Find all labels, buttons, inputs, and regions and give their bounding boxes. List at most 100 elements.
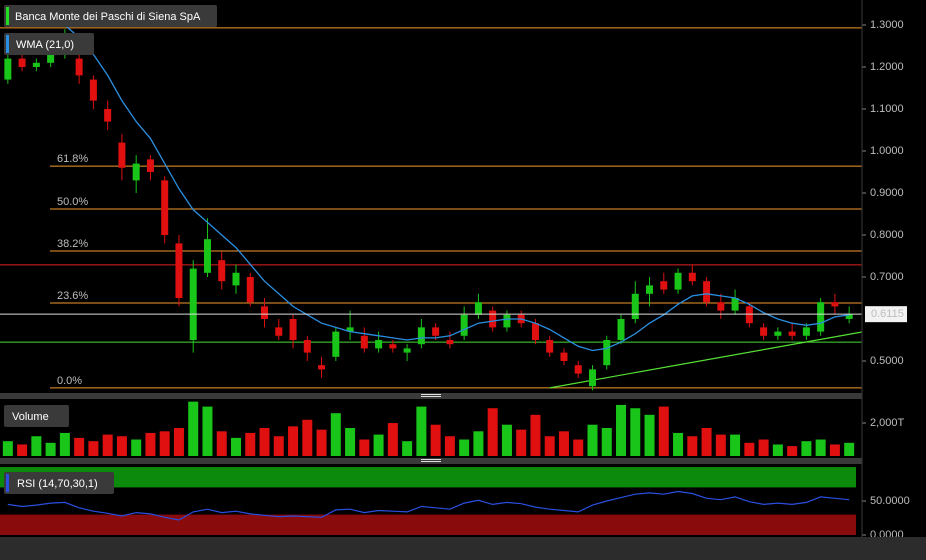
- volume-bar: [801, 441, 812, 456]
- y-tick-label: 1.3000: [870, 19, 904, 31]
- candle-body: [574, 365, 582, 374]
- fib-label: 61.8%: [57, 153, 88, 165]
- legend-label: WMA (21,0): [16, 39, 74, 51]
- candle-body: [318, 365, 326, 370]
- volume-bar: [473, 431, 484, 456]
- color-bar: [6, 35, 9, 53]
- candle-body: [717, 302, 725, 311]
- candle-body: [474, 302, 482, 315]
- y-tick-label: 0.7000: [870, 271, 904, 283]
- candle-body: [446, 339, 454, 345]
- fib-label: 50.0%: [57, 196, 88, 208]
- candle-body: [660, 281, 668, 290]
- box: [4, 472, 114, 494]
- x-axis-bar: [0, 537, 926, 560]
- volume-bar: [544, 436, 555, 456]
- candle-body: [104, 108, 112, 122]
- candle-body: [503, 314, 511, 328]
- volume-bar: [573, 439, 584, 456]
- volume-bar: [715, 434, 726, 456]
- volume-legend[interactable]: Volume: [4, 405, 69, 427]
- volume-bar: [658, 406, 669, 456]
- candle-body: [18, 58, 26, 67]
- candle-body: [189, 268, 197, 340]
- candle-body: [688, 272, 696, 282]
- candle-body: [432, 327, 440, 336]
- volume-bar: [316, 429, 327, 456]
- resize-grip[interactable]: [421, 394, 441, 395]
- last-price-label: 0.6115: [871, 308, 904, 320]
- candle-body: [489, 310, 497, 328]
- volume-bar: [173, 428, 184, 456]
- y-tick-label: 1.0000: [870, 145, 904, 157]
- candle-body: [375, 339, 383, 349]
- volume-bar: [730, 434, 741, 456]
- volume-bar: [216, 431, 227, 456]
- candle-body: [146, 159, 154, 172]
- candle-body: [460, 314, 468, 336]
- candle-body: [289, 318, 297, 340]
- title-box[interactable]: Banca Monte dei Paschi di Siena SpA: [4, 5, 217, 27]
- candle-body: [346, 327, 354, 332]
- volume-bar: [302, 419, 313, 456]
- volume-bar: [630, 408, 641, 456]
- resize-grip[interactable]: [421, 461, 441, 462]
- volume-bar: [459, 439, 470, 456]
- volume-bar: [758, 439, 769, 456]
- fib-label: 23.6%: [57, 290, 88, 302]
- candle-body: [303, 339, 311, 353]
- volume-bar: [387, 423, 398, 456]
- candle-body: [403, 348, 411, 353]
- candle-body: [560, 352, 568, 361]
- resize-grip[interactable]: [421, 396, 441, 397]
- volume-bar: [644, 414, 655, 456]
- y-tick-label: 1.1000: [870, 103, 904, 115]
- volume-bar: [701, 428, 712, 456]
- volume-bar: [587, 424, 598, 456]
- box: [4, 33, 94, 55]
- candle-body: [118, 142, 126, 168]
- volume-bar: [402, 441, 413, 456]
- wma-legend[interactable]: WMA (21,0): [4, 33, 94, 55]
- candle-body: [745, 306, 753, 324]
- fib-label: 0.0%: [57, 375, 82, 387]
- box: [4, 405, 69, 427]
- y-tick-label: 0.8000: [870, 229, 904, 241]
- volume-bar: [31, 436, 42, 456]
- candle-body: [32, 62, 40, 67]
- candle-body: [417, 327, 425, 345]
- volume-bar: [416, 406, 427, 456]
- chart-title: Banca Monte dei Paschi di Siena SpA: [15, 11, 201, 23]
- volume-bar: [59, 432, 70, 456]
- volume-bar: [345, 428, 356, 456]
- candle-body: [332, 331, 340, 357]
- volume-bar: [687, 436, 698, 456]
- rsi-legend[interactable]: RSI (14,70,30,1): [4, 472, 114, 494]
- color-bar: [6, 7, 9, 25]
- last-price-box: [865, 306, 907, 323]
- candle-body: [845, 314, 853, 319]
- y-tick-label: 0.5000: [870, 355, 904, 367]
- y-tick-label: 1.2000: [870, 61, 904, 73]
- volume-bar: [772, 444, 783, 456]
- volume-bar: [487, 408, 498, 456]
- candle-body: [232, 272, 240, 286]
- candle-body: [161, 180, 169, 235]
- candle-body: [246, 276, 254, 303]
- volume-bar: [288, 426, 299, 456]
- candle-body: [546, 339, 554, 353]
- volume-bar: [259, 428, 270, 456]
- candle-body: [603, 339, 611, 366]
- volume-bar: [202, 406, 213, 456]
- volume-bar: [430, 424, 441, 456]
- volume-bar: [45, 442, 56, 456]
- volume-bar: [188, 401, 199, 456]
- candle-body: [360, 335, 368, 349]
- candle-body: [218, 260, 226, 282]
- volume-bar: [501, 424, 512, 456]
- resize-grip[interactable]: [421, 459, 441, 460]
- volume-bar: [815, 439, 826, 456]
- volume-bar: [330, 413, 341, 456]
